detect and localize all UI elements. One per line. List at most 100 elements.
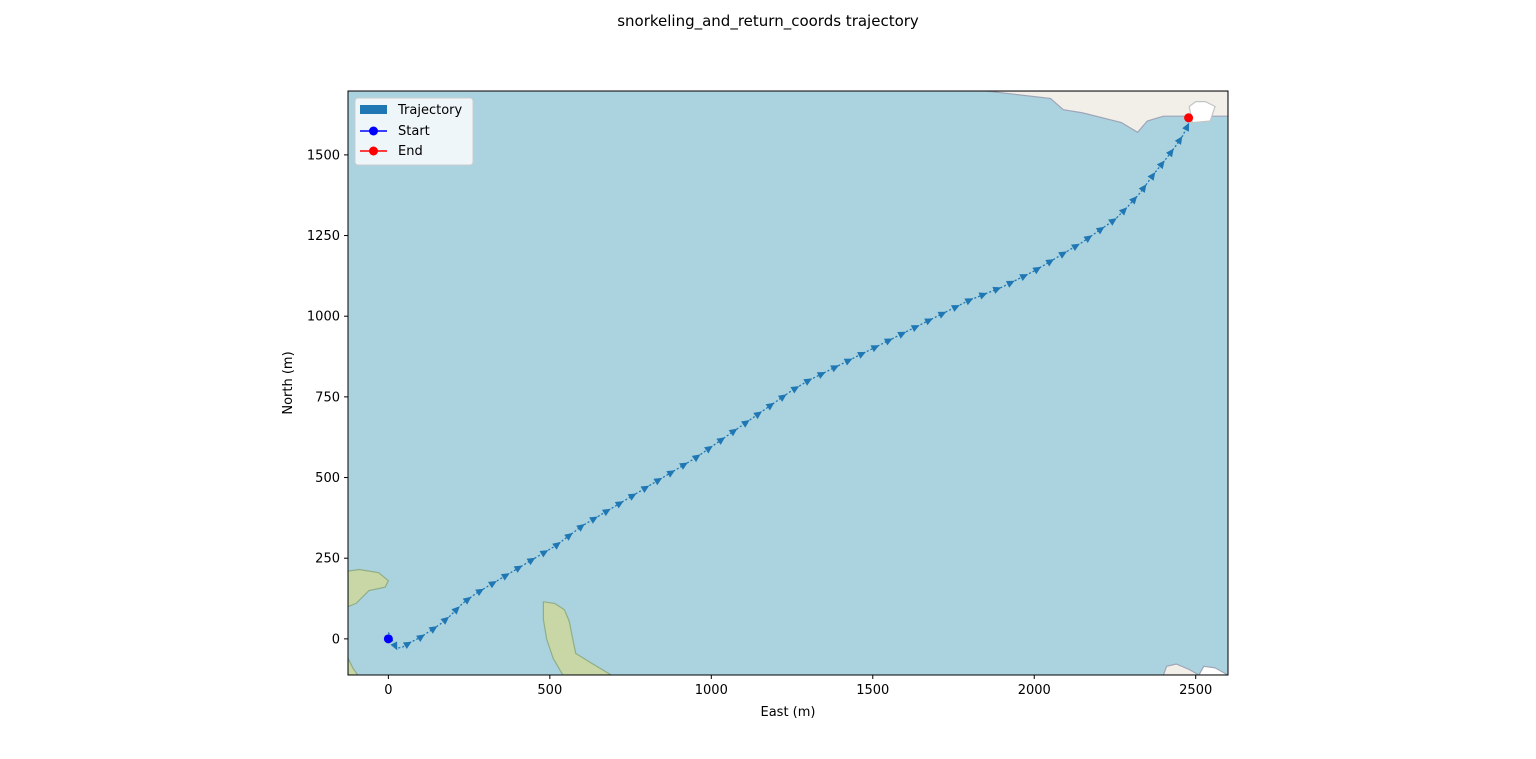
y-tick-label: 1000 <box>307 310 340 325</box>
trajectory-arrow <box>576 523 585 532</box>
basemap-layer <box>348 91 1228 675</box>
trajectory-arrow <box>513 565 523 573</box>
legend-end-label: End <box>398 144 423 159</box>
legend-box <box>354 97 474 166</box>
trajectory-arrow <box>765 402 775 411</box>
trajectory-arrow <box>897 331 907 339</box>
y-tick-label: 1500 <box>307 148 340 163</box>
trajectory-arrow <box>978 292 988 300</box>
legend-start-marker <box>369 126 378 136</box>
trajectory-arrow <box>790 386 800 394</box>
x-tick-label: 1000 <box>695 683 728 698</box>
trajectory-arrow <box>910 325 920 332</box>
coastline-north-land <box>348 91 1228 134</box>
trajectory-arrow <box>777 394 787 402</box>
plot-area <box>348 91 1228 675</box>
trajectory-arrow <box>1058 251 1067 259</box>
trajectory-arrow <box>1045 259 1055 267</box>
trajectory-arrow <box>964 298 974 306</box>
trajectory-arrow <box>1118 207 1128 216</box>
trajectory-arrow <box>390 641 398 651</box>
trajectory-arrow <box>666 470 676 478</box>
trajectory-arrow <box>728 428 738 437</box>
y-tick-label: 250 <box>315 552 340 567</box>
trajectory-arrow <box>937 311 947 319</box>
trajectory-arrow <box>539 550 549 558</box>
y-tick-label: 750 <box>315 390 340 405</box>
legend-trajectory-swatch <box>360 105 387 114</box>
marker-layer <box>383 113 1194 644</box>
x-axis: 0 500 1000 1500 2000 2500 <box>384 675 1212 698</box>
trajectory-arrow <box>741 420 750 428</box>
x-tick-label: 2000 <box>1018 683 1051 698</box>
trajectory-arrow <box>1083 235 1093 243</box>
x-tick-label: 0 <box>384 683 392 698</box>
trajectory-arrow <box>602 508 611 517</box>
trajectory-arrow <box>857 351 866 359</box>
trajectory-arrow <box>753 411 762 420</box>
trajectory-arrow <box>428 626 438 634</box>
trajectory-arrow <box>589 516 598 524</box>
x-axis-label: East (m) <box>761 705 816 720</box>
trajectory-arrow <box>1156 160 1165 170</box>
x-tick-label: 2500 <box>1179 683 1212 698</box>
trajectory-arrow <box>416 634 425 642</box>
trajectory-arrow <box>1174 136 1183 145</box>
pier-southeast <box>1198 665 1228 675</box>
legend: Trajectory Start End <box>354 97 474 166</box>
legend-start-label: Start <box>398 124 430 139</box>
trajectory-arrow <box>1147 172 1156 181</box>
y-axis-label: North (m) <box>281 351 296 414</box>
trajectory-arrow <box>640 485 650 493</box>
legend-end-marker <box>369 146 378 156</box>
trajectory-arrow <box>1138 184 1147 193</box>
trajectory-arrow <box>1095 226 1105 235</box>
trajectory-arrow <box>691 454 701 463</box>
chart-title: snorkeling_and_return_coords trajectory <box>617 12 919 30</box>
y-tick-label: 1250 <box>307 229 340 244</box>
island-southwest <box>348 657 359 675</box>
island-south <box>542 601 613 675</box>
trajectory-arrow <box>1032 266 1042 275</box>
trajectory-arrow <box>462 596 472 605</box>
trajectory-arrow <box>679 462 688 470</box>
trajectory-arrow <box>924 318 933 326</box>
coastline-southeast <box>1162 663 1201 675</box>
trajectory-arrow <box>614 501 624 509</box>
trajectory-arrow <box>1108 218 1117 226</box>
trajectory-arrow <box>488 581 497 589</box>
trajectory-arrow <box>1071 243 1080 251</box>
island-west <box>348 568 390 608</box>
trajectory-arrow <box>883 338 893 346</box>
x-tick-label: 1500 <box>856 683 889 698</box>
trajectory-arrow <box>500 573 510 581</box>
trajectory-arrow <box>1182 122 1190 132</box>
trajectory-arrow <box>552 541 561 550</box>
trajectory-arrow <box>951 305 960 312</box>
start-marker <box>383 634 393 644</box>
trajectory-arrow <box>402 641 412 649</box>
pier-north <box>1188 100 1216 124</box>
trajectory-arrow <box>1129 196 1138 205</box>
trajectory-arrow <box>451 606 460 615</box>
trajectory-arrow <box>440 616 450 625</box>
y-tick-label: 0 <box>332 632 340 647</box>
trajectory-arrow <box>992 286 1002 294</box>
trajectory-arrow <box>803 378 813 386</box>
end-marker <box>1184 113 1194 123</box>
trajectory-arrow <box>830 365 840 373</box>
trajectory-layer <box>387 117 1190 651</box>
trajectory-arrow <box>653 477 663 486</box>
trajectory-arrow <box>1019 274 1029 281</box>
trajectory-arrow <box>816 372 826 379</box>
trajectory-arrow <box>704 445 713 454</box>
y-axis: 0 250 500 750 1000 1250 1500 <box>307 148 348 647</box>
x-tick-label: 500 <box>537 683 562 698</box>
trajectory-arrow <box>870 345 880 353</box>
trajectory-arrow <box>1166 148 1174 158</box>
trajectory-arrow <box>1005 280 1015 288</box>
y-tick-label: 500 <box>315 471 340 486</box>
trajectory-arrow <box>716 437 726 445</box>
trajectory-arrow <box>475 588 484 596</box>
plot-frame <box>347 90 1229 676</box>
